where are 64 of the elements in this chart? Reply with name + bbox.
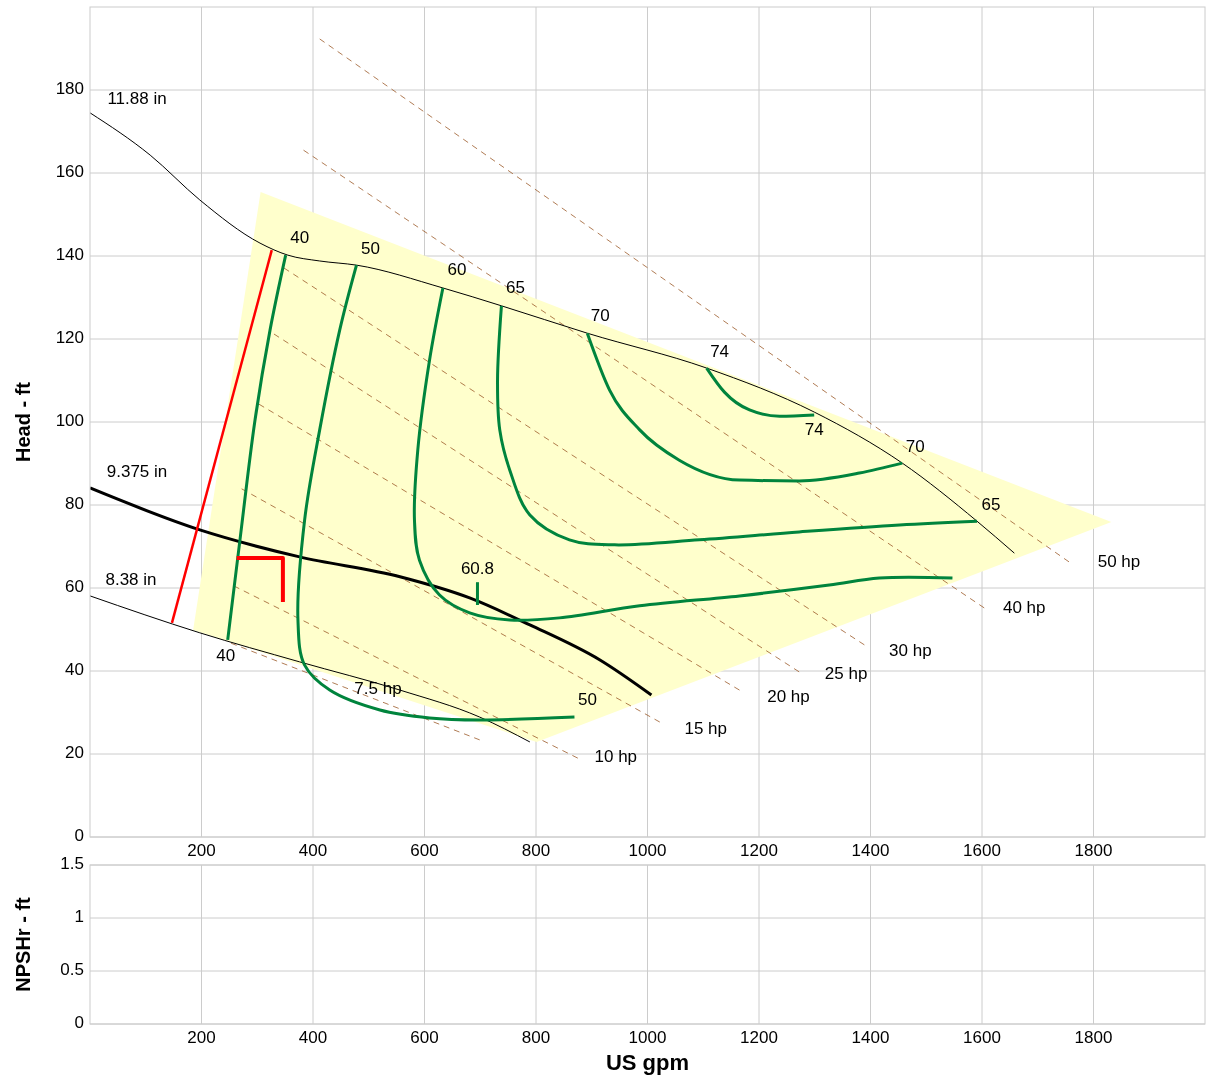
annotation: 74 bbox=[804, 420, 824, 440]
annotation: 10 hp bbox=[594, 746, 638, 766]
x-tick-label: 1600 bbox=[963, 841, 1001, 860]
annotation: 70 bbox=[905, 436, 925, 456]
annotation: 40 bbox=[290, 227, 310, 247]
x-tick-label: 600 bbox=[410, 1028, 439, 1047]
annotation: 70 bbox=[590, 305, 610, 325]
y-tick-label: 60 bbox=[65, 577, 84, 597]
x-tick-label: 800 bbox=[521, 1028, 551, 1047]
line-series bbox=[226, 253, 288, 642]
x-tick-label: 1400 bbox=[851, 1028, 890, 1047]
annotation: 9.375 in bbox=[106, 462, 168, 482]
line-series bbox=[585, 331, 904, 483]
line-series bbox=[496, 304, 979, 547]
x-axis-title: US gpm bbox=[605, 1050, 690, 1075]
annotation: 40 bbox=[216, 646, 236, 666]
x-tick-label: 1400 bbox=[851, 841, 890, 860]
annotation: 65 bbox=[981, 494, 1001, 514]
annotation: 8.38 in bbox=[105, 570, 157, 590]
annotation: 50 bbox=[361, 238, 380, 258]
x-tick-label: 1000 bbox=[628, 841, 667, 860]
x-tick-label: 800 bbox=[521, 841, 551, 860]
annotation: 25 hp bbox=[824, 664, 868, 684]
annotation: 60.8 bbox=[460, 558, 495, 578]
y-tick-label: 180 bbox=[55, 79, 84, 99]
y-tick-label: 40 bbox=[65, 660, 84, 680]
x-tick-label: 1800 bbox=[1074, 1028, 1113, 1047]
annotation: 60 bbox=[447, 260, 467, 280]
annotation: 50 hp bbox=[1097, 552, 1141, 572]
annotation: 74 bbox=[710, 341, 730, 361]
line-series bbox=[90, 595, 531, 743]
x-tick-label: 200 bbox=[187, 841, 216, 860]
annotation: 20 hp bbox=[767, 686, 810, 706]
x-tick-label: 400 bbox=[298, 841, 328, 860]
x-tick-label: 400 bbox=[298, 1028, 328, 1047]
x-tick-label: 1200 bbox=[740, 1028, 778, 1047]
x-tick-label: 1800 bbox=[1074, 841, 1113, 860]
x-tick-label: 600 bbox=[410, 841, 439, 860]
annotation: 50 bbox=[578, 689, 597, 709]
x-tick-label: 1000 bbox=[628, 1028, 667, 1047]
line-series bbox=[296, 263, 576, 722]
annotation: 65 bbox=[505, 278, 525, 298]
line-series bbox=[705, 366, 816, 418]
y-axis-title: Head - ft bbox=[12, 381, 34, 462]
y-axis-title: NPSHr - ft bbox=[12, 896, 34, 992]
y-tick-label: 120 bbox=[55, 328, 84, 348]
y-tick-label: 1.5 bbox=[60, 854, 84, 874]
x-tick-label: 1600 bbox=[963, 1028, 1001, 1047]
y-tick-label: 0 bbox=[74, 1013, 84, 1033]
line-series bbox=[90, 112, 1015, 554]
y-tick-label: 100 bbox=[55, 411, 84, 431]
y-tick-label: 0 bbox=[74, 826, 84, 846]
x-tick-label: 1200 bbox=[740, 841, 778, 860]
y-tick-label: 0.5 bbox=[60, 960, 84, 980]
annotation: 30 hp bbox=[889, 641, 932, 661]
y-tick-label: 1 bbox=[74, 907, 84, 927]
annotation: 15 hp bbox=[684, 718, 728, 738]
y-tick-label: 80 bbox=[65, 494, 84, 514]
y-tick-label: 160 bbox=[55, 162, 84, 182]
annotation: 40 hp bbox=[1002, 598, 1046, 618]
y-tick-label: 20 bbox=[65, 743, 84, 763]
annotation: 11.88 in bbox=[107, 89, 167, 109]
y-tick-label: 140 bbox=[55, 245, 84, 265]
x-tick-label: 200 bbox=[187, 1028, 216, 1047]
